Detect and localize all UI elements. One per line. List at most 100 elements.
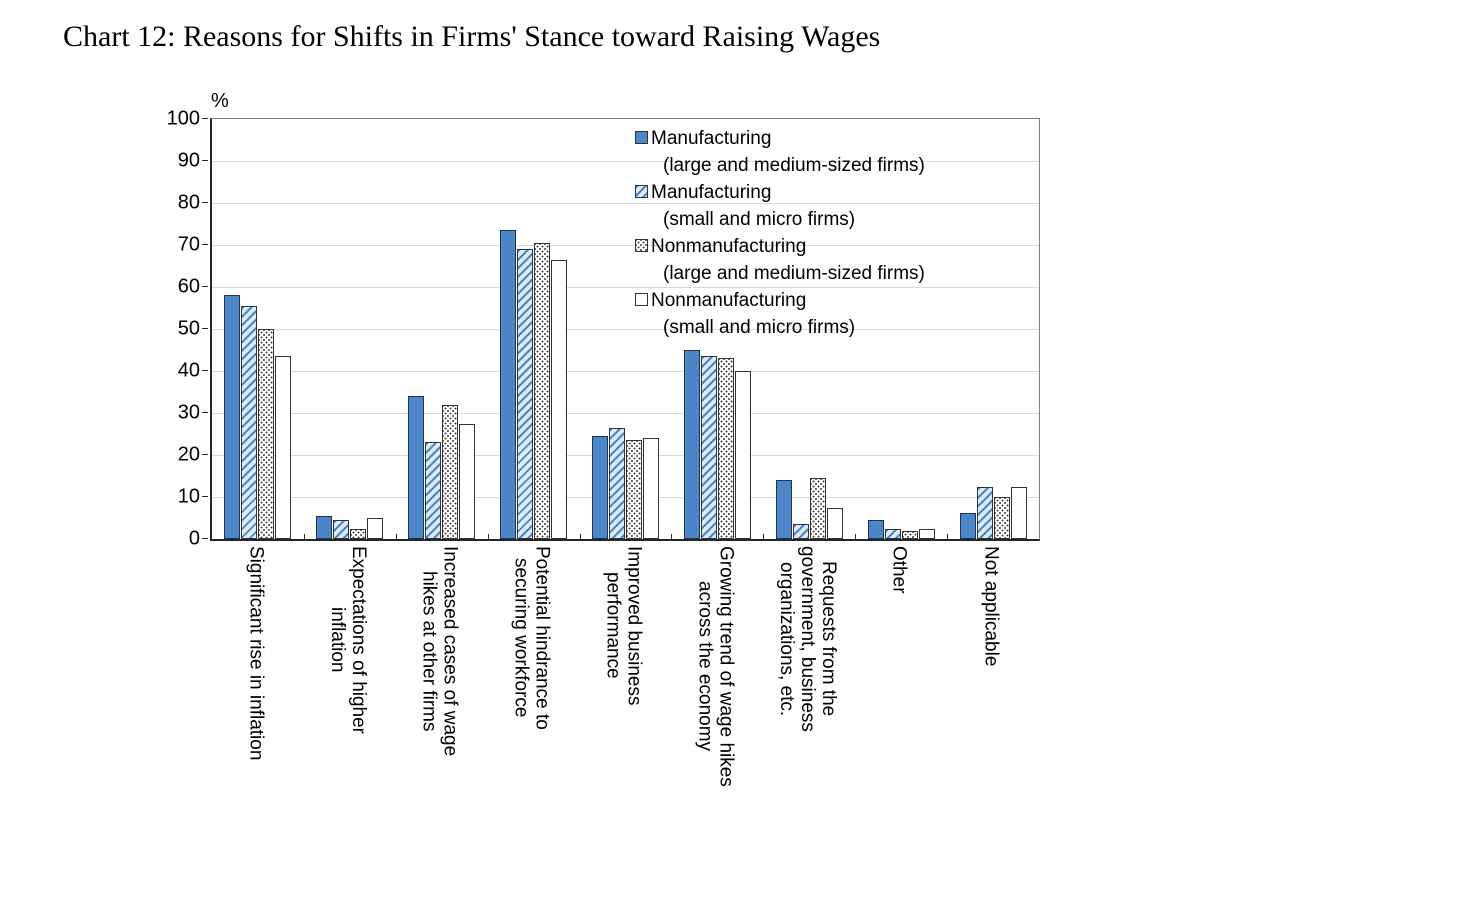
bar-white xyxy=(459,423,476,539)
bar-group xyxy=(671,119,763,539)
bar-dots xyxy=(993,497,1010,539)
bar-group xyxy=(580,119,672,539)
bar-hatch xyxy=(884,528,901,539)
bar-dots xyxy=(625,440,642,539)
gridline xyxy=(212,287,1039,288)
bar-white xyxy=(551,259,568,539)
gridline xyxy=(212,161,1039,162)
legend-series-name: Nonmanufacturing xyxy=(651,290,807,311)
legend-series-name: Nonmanufacturing xyxy=(651,236,807,257)
bar-dots xyxy=(534,242,551,539)
legend-series-subname: (large and medium-sized firms) xyxy=(663,155,925,176)
legend-item: Manufacturing (small and micro firms) xyxy=(635,179,925,233)
bar-white xyxy=(734,371,751,539)
bar-group xyxy=(855,119,947,539)
bar-dots xyxy=(901,530,918,539)
bar-white xyxy=(275,356,292,539)
y-axis-unit-label: % xyxy=(211,90,229,112)
bar-group xyxy=(396,119,488,539)
y-tick-label: 60 xyxy=(177,275,200,298)
y-tick-mark xyxy=(202,538,208,539)
bar-hatch xyxy=(792,524,809,539)
x-tick-mark xyxy=(579,534,581,539)
legend-swatch-solid-icon xyxy=(635,131,648,144)
category-label: Expectations of higher inflation xyxy=(326,546,369,735)
bar-dots xyxy=(717,358,734,539)
bar-hatch xyxy=(976,486,993,539)
chart-title: Chart 12: Reasons for Shifts in Firms' S… xyxy=(63,20,881,53)
legend-item: Nonmanufacturing (small and micro firms) xyxy=(635,287,925,341)
legend-swatch-hatch-icon xyxy=(635,185,648,198)
bar-solid xyxy=(316,515,333,539)
category-label: Not applicable xyxy=(980,546,1002,667)
legend-item: Nonmanufacturing (large and medium-sized … xyxy=(635,233,925,287)
bar-group xyxy=(947,119,1039,539)
y-tick-label: 0 xyxy=(188,527,200,550)
gridline xyxy=(212,455,1039,456)
legend: Manufacturing (large and medium-sized fir… xyxy=(635,125,925,341)
bar-solid xyxy=(867,520,884,539)
gridline xyxy=(212,413,1039,414)
category-label: Potential hindrance to securing workforc… xyxy=(510,546,553,730)
bar-white xyxy=(367,518,384,539)
gridline xyxy=(212,497,1039,498)
x-tick-mark xyxy=(395,534,397,539)
bar-group xyxy=(488,119,580,539)
legend-item: Manufacturing (large and medium-sized fir… xyxy=(635,125,925,179)
bar-white xyxy=(918,528,935,539)
bar-hatch xyxy=(700,356,717,539)
bar-group xyxy=(304,119,396,539)
bar-white xyxy=(1010,486,1027,539)
x-tick-mark xyxy=(487,534,489,539)
y-tick-label: 40 xyxy=(177,359,200,382)
bar-hatch xyxy=(333,520,350,539)
y-tick-label: 10 xyxy=(177,485,200,508)
y-tick-label: 70 xyxy=(177,233,200,256)
x-tick-mark xyxy=(303,534,305,539)
category-label: Significant rise in inflation xyxy=(245,546,267,761)
x-tick-mark xyxy=(671,534,673,539)
y-tick-mark xyxy=(202,370,208,371)
y-tick-label: 50 xyxy=(177,317,200,340)
y-tick-mark xyxy=(202,328,208,329)
legend-series-subname: (small and micro firms) xyxy=(663,209,856,230)
category-label: Increased cases of wage hikes at other f… xyxy=(418,546,461,757)
category-label: Improved business performance xyxy=(602,546,645,706)
bar-solid xyxy=(224,295,241,539)
bar-solid xyxy=(591,436,608,539)
bar-hatch xyxy=(425,442,442,539)
bar-group xyxy=(763,119,855,539)
y-tick-mark xyxy=(202,160,208,161)
y-tick-label: 90 xyxy=(177,149,200,172)
bar-solid xyxy=(500,230,517,539)
y-tick-mark xyxy=(202,202,208,203)
y-tick-label: 30 xyxy=(177,401,200,424)
bar-hatch xyxy=(241,305,258,539)
legend-swatch-dots-icon xyxy=(635,239,648,252)
x-tick-mark xyxy=(947,534,949,539)
bar-solid xyxy=(408,396,425,539)
legend-series-subname: (large and medium-sized firms) xyxy=(663,263,925,284)
category-label: Growing trend of wage hikes across the e… xyxy=(694,546,737,787)
category-label: Requests from the government, business o… xyxy=(775,546,839,732)
bar-dots xyxy=(442,404,459,539)
y-tick-label: 100 xyxy=(166,107,200,130)
y-tick-mark xyxy=(202,412,208,413)
y-tick-mark xyxy=(202,454,208,455)
y-tick-mark xyxy=(202,244,208,245)
bar-dots xyxy=(258,329,275,539)
gridline xyxy=(212,329,1039,330)
gridline xyxy=(212,245,1039,246)
bar-solid xyxy=(959,512,976,539)
bar-hatch xyxy=(608,427,625,539)
legend-swatch-white-icon xyxy=(635,293,648,306)
bar-hatch xyxy=(517,249,534,539)
bar-dots xyxy=(809,478,826,539)
bar-white xyxy=(642,438,659,539)
bar-dots xyxy=(350,528,367,539)
category-label: Other xyxy=(888,546,910,594)
legend-series-name: Manufacturing xyxy=(651,128,772,149)
bar-group xyxy=(212,119,304,539)
gridline xyxy=(212,203,1039,204)
